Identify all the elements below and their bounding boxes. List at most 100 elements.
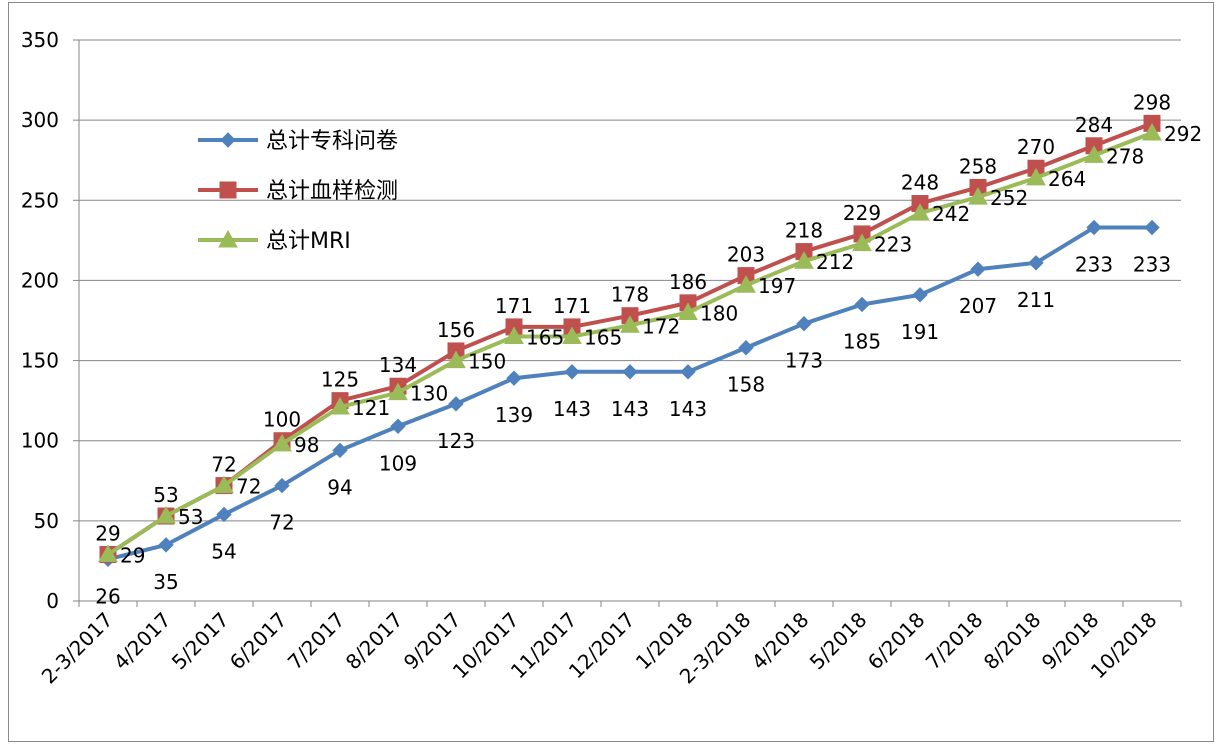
x-tick-label: 2-3/2017 [37, 608, 118, 689]
marker-triangle [1084, 145, 1104, 163]
data-label: 292 [1164, 122, 1202, 146]
data-label: 191 [901, 320, 939, 344]
data-label: 171 [553, 294, 591, 318]
data-label: 178 [611, 283, 649, 307]
y-tick-label: 350 [21, 28, 59, 52]
marker-triangle [562, 326, 582, 345]
data-label: 26 [95, 584, 120, 608]
data-label: 186 [669, 270, 707, 294]
data-label: 123 [437, 429, 475, 453]
data-label: 29 [95, 522, 120, 546]
data-label: 173 [785, 349, 823, 373]
legend-item: 总计MRI [198, 229, 351, 254]
data-label: 171 [495, 294, 533, 318]
data-label: 248 [901, 170, 939, 194]
data-label: 284 [1075, 113, 1113, 137]
data-label: 150 [468, 350, 506, 374]
marker-diamond [448, 396, 464, 412]
x-tick-label: 6/2018 [863, 608, 930, 675]
marker-diamond [622, 364, 638, 380]
marker-triangle [272, 433, 292, 452]
marker-diamond [158, 537, 174, 553]
legend-label: 总计血样检测 [266, 179, 398, 204]
data-label: 72 [269, 511, 294, 535]
y-axis-ticks: 0 50 100 150 200 250 300 350 [21, 28, 79, 613]
marker-triangle [1142, 122, 1162, 141]
marker-diamond [970, 261, 986, 277]
x-tick-label: 7/2018 [921, 608, 988, 675]
data-label: 100 [263, 408, 301, 432]
series-line [107, 225, 1152, 562]
marker-triangle [388, 382, 408, 401]
marker-diamond [738, 340, 754, 356]
y-tick-label: 200 [21, 268, 59, 292]
data-label: 156 [437, 318, 475, 342]
legend-item: 总计专科问卷 [198, 129, 398, 154]
data-label: 165 [584, 326, 622, 350]
x-tick-label: 5/2018 [805, 608, 872, 675]
series-3 [98, 122, 1162, 563]
marker-diamond [854, 296, 870, 313]
legend-label: 总计专科问卷 [266, 129, 398, 154]
x-tick-label: 6/2017 [225, 608, 292, 675]
data-labels: 26 35 54 72 94 109 123 139 143 143 143 158 173 185 191… [95, 90, 1202, 608]
marker-triangle [736, 275, 756, 293]
marker-diamond [220, 132, 236, 148]
marker-triangle [504, 326, 524, 345]
marker-diamond [216, 506, 232, 523]
marker-triangle [214, 475, 234, 494]
legend-item: 总计血样检测 [198, 179, 398, 204]
data-label: 109 [379, 451, 417, 475]
data-label: 53 [153, 483, 178, 507]
data-label: 212 [816, 250, 854, 274]
marker-diamond [1028, 255, 1044, 271]
x-tick-label: 4/2018 [747, 608, 814, 675]
data-label: 172 [642, 314, 680, 338]
y-tick-label: 0 [46, 589, 59, 613]
marker-triangle [852, 233, 872, 252]
marker-diamond [390, 418, 406, 434]
marker-diamond [680, 364, 696, 380]
data-label: 233 [1075, 253, 1113, 277]
data-label: 121 [352, 396, 390, 420]
marker-diamond [274, 477, 290, 494]
marker-triangle [98, 544, 118, 563]
x-axis-ticks: 2-3/20174/20175/20176/20177/20178/20179/… [37, 601, 1182, 689]
marker-triangle [910, 203, 930, 221]
marker-diamond [564, 364, 580, 380]
marker-triangle [1026, 167, 1046, 186]
data-label: 139 [495, 403, 533, 427]
gridlines [79, 39, 1181, 522]
data-label: 211 [1017, 288, 1055, 312]
x-tick-label: 8/2018 [979, 608, 1046, 675]
data-label: 278 [1106, 144, 1144, 168]
data-label: 185 [843, 329, 881, 353]
data-label: 130 [410, 382, 448, 406]
marker-square [219, 181, 237, 199]
data-label: 218 [785, 219, 823, 243]
data-label: 72 [236, 475, 261, 499]
data-label: 54 [211, 539, 236, 563]
data-label: 29 [120, 544, 145, 568]
marker-triangle [678, 302, 698, 320]
data-label: 134 [379, 353, 417, 377]
data-label: 233 [1133, 253, 1171, 277]
data-label: 207 [959, 294, 997, 318]
marker-triangle [218, 229, 238, 248]
data-label: 72 [211, 453, 236, 477]
data-label: 223 [874, 233, 912, 257]
data-label: 94 [327, 475, 352, 499]
marker-triangle [330, 397, 350, 415]
data-label: 197 [758, 274, 796, 298]
data-label: 264 [1048, 167, 1086, 191]
legend-label: 总计MRI [266, 229, 351, 254]
marker-triangle [156, 506, 176, 524]
data-label: 53 [178, 505, 203, 529]
marker-triangle [968, 187, 988, 205]
x-tick-label: 8/2017 [341, 608, 408, 675]
marker-triangle [794, 251, 814, 269]
data-label: 180 [700, 301, 738, 325]
marker-diamond [912, 287, 928, 303]
